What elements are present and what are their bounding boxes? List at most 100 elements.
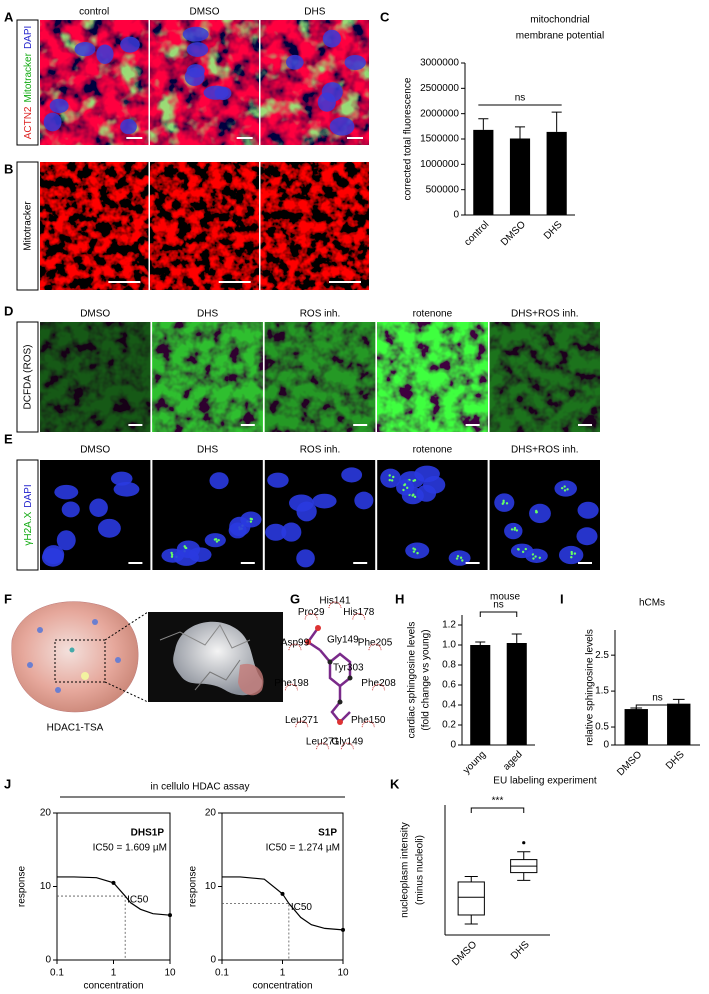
significance-bracket xyxy=(479,611,518,617)
stain-label: DCFDA (ROS) xyxy=(23,345,34,410)
focus xyxy=(403,483,406,487)
focus xyxy=(513,528,516,531)
nucleus xyxy=(120,36,140,53)
nucleus xyxy=(96,44,114,64)
nucleus xyxy=(322,29,341,48)
residue-label: Phe208 xyxy=(361,678,396,689)
data-point xyxy=(280,891,285,896)
y-tick-label: 10 xyxy=(205,881,217,892)
hbond-label: Tyr303 xyxy=(333,663,364,674)
nucleus xyxy=(113,481,140,497)
micrograph-red xyxy=(150,162,259,290)
x-tick-label: DHS xyxy=(509,939,532,962)
column-label: rotenone xyxy=(413,309,453,320)
ic50-label: IC50 = 1.609 µM xyxy=(93,843,167,854)
residue-arc xyxy=(340,742,354,750)
chart-title: mitochondrial xyxy=(530,15,589,26)
residue-arc xyxy=(328,601,342,609)
x-tick-label: DMSO xyxy=(499,219,528,248)
nucleus xyxy=(120,119,137,135)
error-bar xyxy=(478,118,489,130)
bar xyxy=(470,645,491,745)
residue-arc xyxy=(304,612,318,620)
stain-box xyxy=(16,321,39,433)
micrograph-green xyxy=(150,20,259,145)
focus xyxy=(521,550,525,554)
stain-word: Mitotracker xyxy=(23,52,34,102)
ic50-tag: IC50 xyxy=(291,902,313,913)
nucleus xyxy=(182,26,209,42)
micrograph-green xyxy=(489,322,600,432)
ic50-label: IC50 = 1.274 µM xyxy=(266,843,340,854)
y-tick-label: 2.5 xyxy=(595,650,609,661)
y-axis-label: response xyxy=(17,865,28,907)
nucleus xyxy=(317,92,336,112)
focus xyxy=(170,551,173,555)
hbond-label: Gly149 xyxy=(327,635,359,646)
focus xyxy=(516,547,520,551)
x-tick-label: DHS xyxy=(664,749,687,772)
panel-title: in cellulo HDAC assay xyxy=(151,782,250,793)
stain-box xyxy=(16,459,39,571)
y-tick-label: 500000 xyxy=(426,184,460,195)
stain-word: ACTN2 xyxy=(23,106,34,139)
x-tick-label: aged xyxy=(501,749,525,773)
focus xyxy=(515,529,519,532)
nucleus xyxy=(414,465,440,483)
residue-label: His141 xyxy=(319,596,351,607)
chart-title: EU labeling experiment xyxy=(493,776,597,787)
y-tick-label: 0.5 xyxy=(595,722,609,733)
y-tick-label: 1500000 xyxy=(420,134,459,145)
nucleus xyxy=(173,549,199,566)
focus xyxy=(392,475,395,479)
x-tick-label: young xyxy=(461,749,488,776)
y-tick-label: 1000000 xyxy=(420,159,459,170)
panel-label: F xyxy=(4,591,12,606)
nucleus xyxy=(312,493,337,509)
residue-label: Leu271 xyxy=(285,715,319,726)
bar xyxy=(624,709,648,745)
nucleus xyxy=(186,42,209,57)
focus xyxy=(388,478,391,482)
significance-label: *** xyxy=(492,796,504,807)
focus xyxy=(413,495,417,499)
box xyxy=(457,881,485,916)
y-tick-label: 20 xyxy=(40,808,52,819)
nucleus xyxy=(380,468,401,488)
error-bar xyxy=(511,633,522,643)
y-axis-label: (minus nucleoli) xyxy=(415,835,426,905)
nucleus xyxy=(110,471,133,486)
focus xyxy=(388,474,391,477)
residue-label: Phe150 xyxy=(351,715,386,726)
focus xyxy=(456,554,460,558)
nucleus xyxy=(296,549,315,568)
nucleus xyxy=(396,479,415,496)
residue-label: Pro29 xyxy=(298,607,325,618)
outlier xyxy=(522,841,526,845)
panel-label: G xyxy=(290,591,300,606)
nucleus xyxy=(558,545,584,565)
nucleus xyxy=(203,85,229,100)
focus xyxy=(534,555,537,558)
focus xyxy=(459,556,463,559)
focus xyxy=(505,502,509,505)
stain-word: DAPI xyxy=(23,26,34,49)
y-tick-label: 0.4 xyxy=(442,700,456,711)
column-label: DHS xyxy=(304,7,325,18)
nucleus xyxy=(56,530,76,551)
x-axis-label: concentration xyxy=(252,981,312,992)
column-label: ROS inh. xyxy=(300,309,341,320)
y-tick-label: 3000000 xyxy=(420,58,459,69)
residue-arc xyxy=(368,643,382,651)
protein-surface xyxy=(11,601,283,713)
focus xyxy=(501,502,504,505)
y-axis-label: cardiac sphingosine levels xyxy=(407,622,418,739)
column-label: DMSO xyxy=(80,445,110,456)
error-bar xyxy=(551,111,562,132)
column-label: DHS xyxy=(197,445,218,456)
focus xyxy=(570,552,574,556)
ic50-tag: IC50 xyxy=(127,895,149,906)
data-point xyxy=(168,913,172,918)
chart-title: hCMs xyxy=(639,598,665,609)
